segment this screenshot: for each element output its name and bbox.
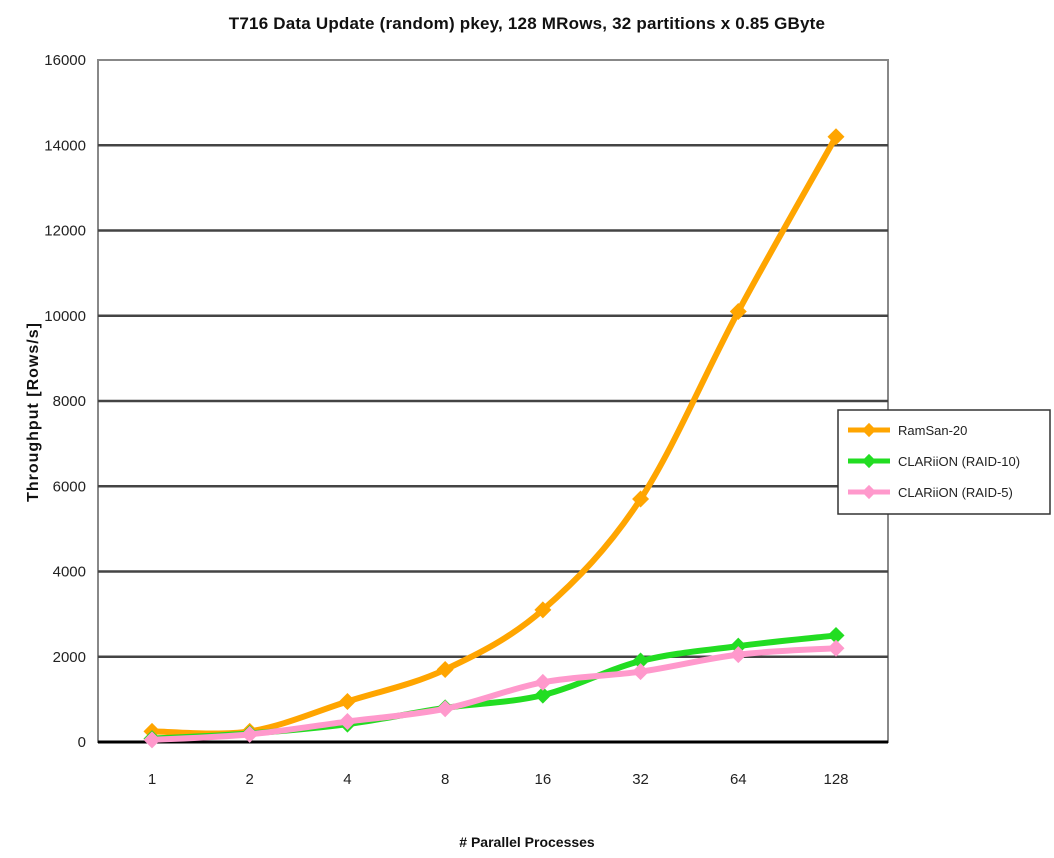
data-point [827, 626, 845, 644]
x-tick-label: 128 [823, 771, 848, 788]
y-tick-label: 14000 [44, 137, 86, 154]
data-point [632, 663, 650, 681]
legend-marker [861, 453, 877, 469]
data-point [241, 725, 259, 743]
data-point [827, 128, 845, 146]
x-axis-label: # Parallel Processes [459, 834, 595, 850]
x-tick-label: 4 [343, 771, 351, 788]
x-tick-layer: 1 2 4 8 16 32 64 128 [148, 771, 849, 788]
chart-title: T716 Data Update (random) pkey, 128 MRow… [228, 14, 826, 33]
x-tick-label: 2 [246, 771, 254, 788]
legend-marker [861, 422, 877, 438]
data-point [729, 646, 747, 664]
data-point [534, 686, 552, 704]
data-point [436, 661, 454, 679]
legend-label: RamSan-20 [898, 423, 967, 438]
y-tick-label: 12000 [44, 223, 86, 240]
y-tick-label: 6000 [53, 478, 86, 495]
data-point [632, 652, 650, 670]
data-point [534, 673, 552, 691]
data-point [632, 490, 650, 508]
x-tick-label: 1 [148, 771, 156, 788]
data-point [534, 601, 552, 619]
x-tick-label: 32 [632, 771, 649, 788]
data-point [729, 637, 747, 655]
legend-label: CLARiiON (RAID-10) [898, 454, 1020, 469]
series-0 [143, 128, 845, 740]
x-tick-label: 16 [535, 771, 552, 788]
y-tick-label: 8000 [53, 393, 86, 410]
data-point [338, 693, 356, 710]
data-point [436, 700, 454, 718]
series-2 [143, 639, 845, 749]
y-tick-label: 16000 [44, 52, 86, 69]
data-point [143, 731, 161, 749]
y-tick-label: 10000 [44, 308, 86, 325]
x-tick-label: 64 [730, 771, 747, 788]
data-point [338, 713, 356, 731]
y-tick-label: 2000 [53, 649, 86, 666]
legend: RamSan-20 CLARiiON (RAID-10) CLARiiON (RAI… [837, 409, 1051, 515]
y-tick-layer: 0 2000 4000 6000 8000 10000 12000 14000 16000 [44, 52, 86, 751]
y-tick-label: 4000 [53, 564, 86, 581]
series-layer [143, 128, 845, 749]
y-tick-label: 0 [78, 734, 86, 751]
legend-marker [861, 484, 877, 500]
series-line [151, 645, 837, 743]
data-point [729, 303, 747, 320]
legend-label: CLARiiON (RAID-5) [898, 485, 1013, 500]
grid-layer [98, 144, 888, 744]
data-point [827, 639, 845, 657]
x-tick-label: 8 [441, 771, 449, 788]
